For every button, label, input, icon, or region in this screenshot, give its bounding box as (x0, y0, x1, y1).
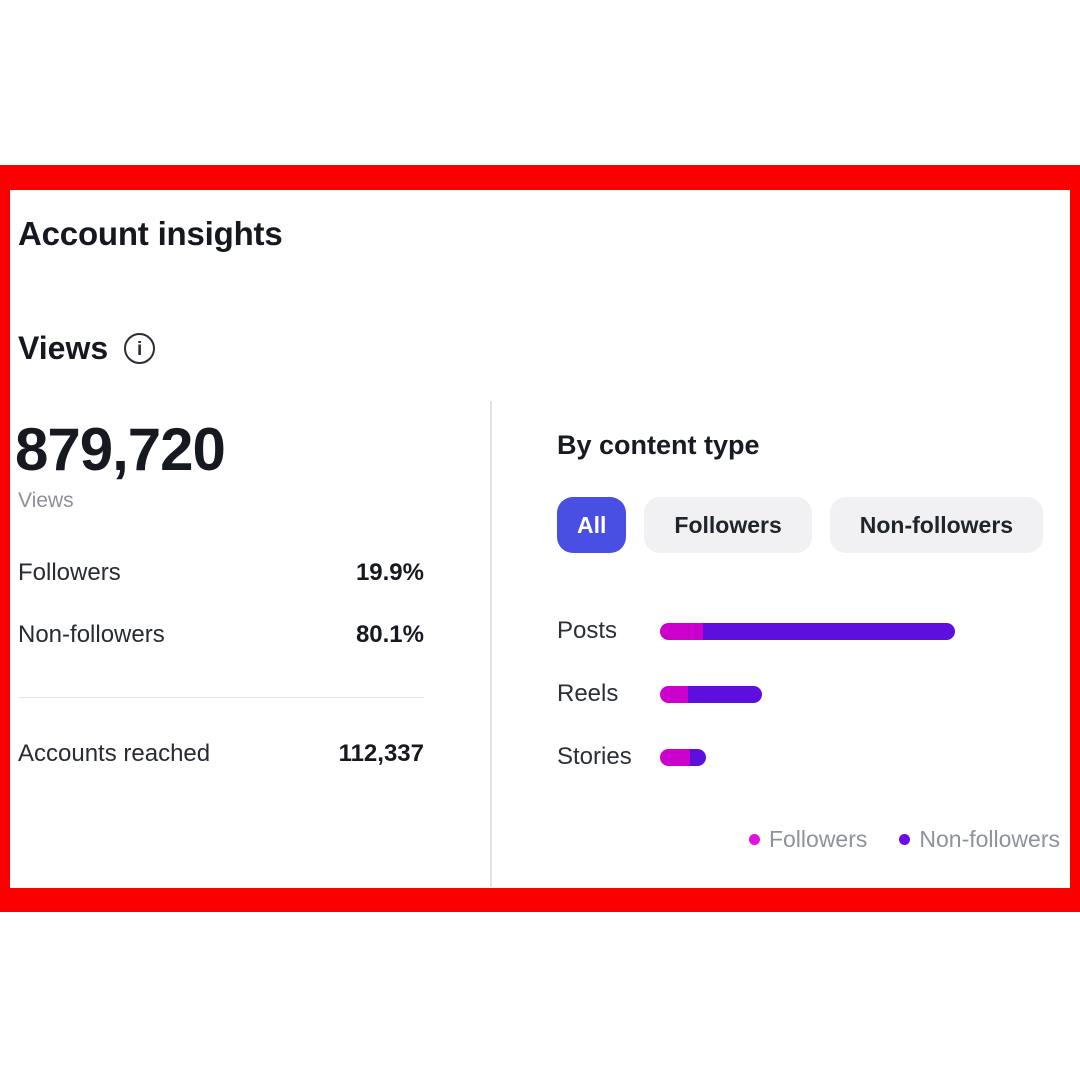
accounts-reached-label: Accounts reached (18, 740, 211, 767)
bar-segment-followers (660, 685, 689, 703)
stat-row-non-followers: Non-followers 80.1% (18, 621, 424, 649)
accounts-reached-value: 112,337 (338, 740, 424, 767)
non-followers-label: Non-followers (18, 621, 165, 648)
stat-row-followers: Followers 19.9% (18, 559, 424, 587)
non-followers-value: 80.1% (355, 621, 424, 648)
views-total-label: Views (18, 489, 74, 512)
info-icon-glyph: i (137, 338, 143, 360)
content-bars: Posts Reels Stories (557, 614, 957, 774)
bar-segment-followers (660, 748, 691, 766)
bar-posts (660, 622, 955, 640)
page-title: Account insights (18, 215, 283, 252)
followers-label: Followers (18, 559, 121, 586)
views-heading: Views i (18, 330, 156, 366)
by-content-type-title: By content type (557, 430, 760, 460)
stat-row-accounts-reached: Accounts reached 112,337 (18, 740, 424, 768)
views-section-title: Views (18, 330, 109, 366)
legend-dot-icon (748, 834, 760, 845)
bar-segment-non-followers (690, 748, 706, 766)
views-total-value: 879,720 (15, 416, 226, 483)
tab-all[interactable]: All (557, 497, 627, 553)
account-insights-panel: Account insights Views i 879,720 Views F… (10, 190, 1070, 888)
legend-item-non-followers: Non-followers (899, 826, 1060, 853)
content-type-tabs: All Followers Non-followers (557, 497, 1044, 553)
legend-dot-icon (899, 834, 911, 845)
vertical-divider (490, 401, 492, 887)
bar-stories (660, 748, 706, 766)
bar-segment-followers (660, 622, 704, 640)
bar-reels (660, 685, 763, 703)
chart-row-reels: Reels (557, 677, 957, 711)
legend-label: Followers (768, 826, 868, 852)
horizontal-divider (18, 697, 424, 698)
legend-item-followers: Followers (748, 826, 868, 853)
tab-non-followers[interactable]: Non-followers (829, 497, 1044, 553)
chart-legend: Followers Non-followers (748, 826, 1060, 853)
chart-row-posts: Posts (557, 614, 957, 648)
bar-segment-non-followers (688, 685, 763, 703)
bar-label-reels: Reels (557, 680, 619, 707)
bar-segment-non-followers (703, 622, 955, 640)
bar-label-posts: Posts (557, 617, 618, 644)
chart-row-stories: Stories (557, 740, 957, 774)
tab-followers[interactable]: Followers (644, 497, 812, 553)
bar-label-stories: Stories (557, 743, 632, 770)
followers-value: 19.9% (355, 559, 424, 586)
red-frame-border: Account insights Views i 879,720 Views F… (0, 165, 1080, 912)
info-icon[interactable]: i (124, 333, 156, 365)
legend-label: Non-followers (919, 826, 1060, 852)
